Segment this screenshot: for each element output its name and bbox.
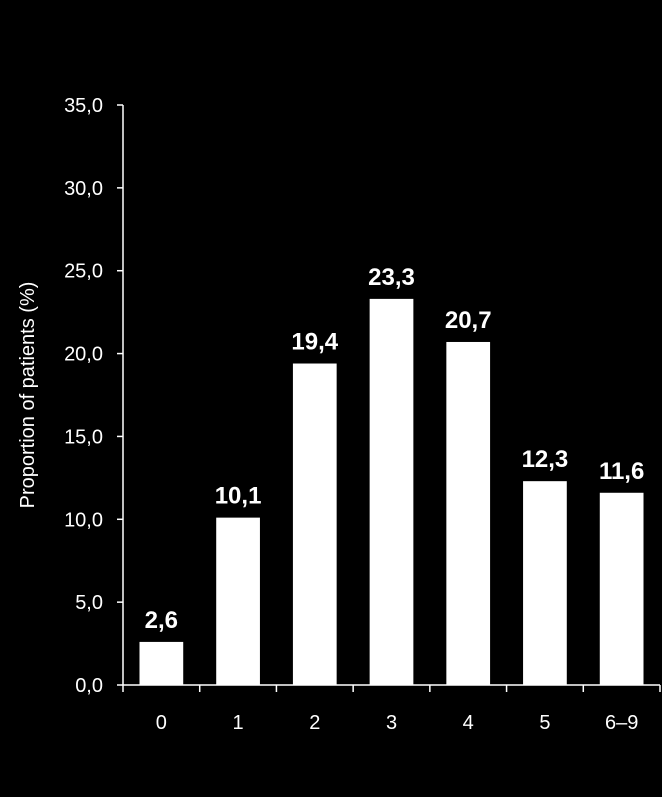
x-tick-label: 2 [309, 712, 320, 734]
y-tick-label: 35,0 [64, 95, 103, 117]
bar-3 [369, 298, 414, 685]
bar-5 [523, 481, 567, 685]
data-label: 23,3 [368, 264, 415, 291]
bar-2 [292, 363, 337, 685]
y-tick-label: 0,0 [75, 675, 103, 697]
y-tick-label: 25,0 [64, 261, 103, 283]
data-label: 12,3 [522, 446, 569, 473]
y-tick-label: 15,0 [64, 426, 103, 448]
x-tick-label: 0 [156, 712, 167, 734]
data-label: 19,4 [291, 329, 338, 356]
y-axis-title: Proportion of patients (%) [17, 282, 39, 509]
bar-0 [139, 641, 184, 685]
x-tick-label: 1 [233, 712, 244, 734]
y-tick-label: 20,0 [64, 344, 103, 366]
y-tick-label: 10,0 [64, 509, 103, 531]
data-label: 11,6 [599, 458, 644, 485]
x-tick-label: 6–9 [605, 712, 638, 734]
data-label: 2,6 [145, 607, 178, 634]
x-tick-label: 5 [539, 712, 550, 734]
data-label: 10,1 [215, 483, 262, 510]
x-axis: 0 1 2 3 4 5 6–9 [122, 684, 661, 734]
bar-4 [446, 341, 491, 685]
bars [139, 298, 644, 685]
data-labels: 2,6 10,1 19,4 23,3 20,7 12,3 11,6 [145, 264, 645, 634]
x-tick-label: 4 [463, 712, 474, 734]
y-axis: 0,0 5,0 10,0 15,0 20,0 25,0 30,0 35,0 [64, 95, 124, 697]
y-tick-label: 30,0 [64, 178, 103, 200]
x-tick-label: 3 [386, 712, 397, 734]
bar-1 [216, 517, 260, 685]
y-tick-label: 5,0 [75, 592, 103, 614]
bar-6–9 [599, 492, 644, 685]
data-label: 20,7 [445, 307, 492, 334]
